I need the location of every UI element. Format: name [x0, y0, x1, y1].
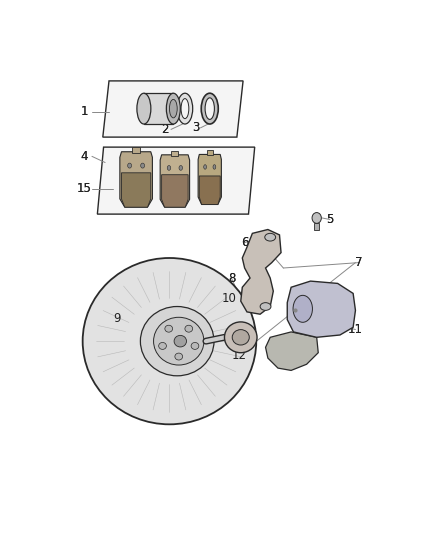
Text: 7: 7 [355, 256, 362, 269]
Ellipse shape [205, 98, 214, 119]
Text: 3: 3 [192, 122, 199, 134]
Ellipse shape [141, 306, 214, 376]
Polygon shape [199, 176, 220, 205]
Text: 3: 3 [192, 122, 199, 134]
Text: 11: 11 [348, 323, 363, 336]
Text: 15: 15 [77, 182, 92, 195]
Text: 5: 5 [326, 213, 334, 226]
Ellipse shape [204, 165, 206, 169]
Ellipse shape [260, 303, 271, 310]
Polygon shape [120, 152, 152, 207]
Text: 8: 8 [228, 271, 235, 285]
Text: 12: 12 [232, 349, 247, 361]
Text: 1: 1 [81, 105, 88, 118]
Ellipse shape [165, 325, 173, 332]
Polygon shape [198, 155, 221, 205]
Text: 2: 2 [161, 123, 169, 136]
Polygon shape [121, 173, 151, 207]
Text: 10: 10 [222, 292, 237, 305]
Text: 8: 8 [228, 271, 235, 285]
Ellipse shape [232, 329, 249, 345]
Ellipse shape [224, 322, 257, 353]
Text: 2: 2 [161, 123, 169, 136]
Text: 6: 6 [241, 236, 248, 249]
Ellipse shape [191, 343, 199, 350]
Ellipse shape [181, 99, 189, 119]
Text: 9: 9 [113, 312, 120, 325]
Ellipse shape [312, 213, 321, 223]
Ellipse shape [154, 317, 204, 365]
Polygon shape [265, 332, 318, 370]
Ellipse shape [213, 165, 216, 169]
Ellipse shape [137, 93, 151, 124]
Ellipse shape [159, 343, 166, 350]
Polygon shape [162, 175, 188, 207]
Bar [144, 93, 173, 124]
Ellipse shape [293, 295, 312, 322]
Text: 7: 7 [355, 256, 362, 269]
Ellipse shape [185, 325, 193, 332]
Bar [314, 223, 319, 230]
Text: 10: 10 [222, 292, 237, 305]
Ellipse shape [170, 99, 177, 118]
Ellipse shape [167, 166, 171, 170]
Text: 9: 9 [113, 312, 120, 325]
Polygon shape [241, 230, 281, 314]
Text: 12: 12 [232, 349, 247, 361]
Text: 11: 11 [348, 323, 363, 336]
Ellipse shape [141, 163, 145, 168]
Ellipse shape [127, 163, 131, 168]
Ellipse shape [179, 166, 183, 170]
Ellipse shape [265, 233, 276, 241]
Text: 6: 6 [241, 236, 248, 249]
Text: 5: 5 [326, 213, 334, 226]
Polygon shape [97, 147, 255, 214]
Text: 1: 1 [81, 105, 88, 118]
Text: 4: 4 [81, 150, 88, 163]
Bar [171, 151, 178, 156]
Ellipse shape [177, 93, 193, 124]
Ellipse shape [175, 353, 183, 360]
Polygon shape [160, 155, 190, 207]
Bar [132, 147, 140, 153]
Text: 15: 15 [77, 182, 92, 195]
Polygon shape [103, 81, 243, 137]
Text: 4: 4 [81, 150, 88, 163]
Polygon shape [287, 281, 356, 337]
Ellipse shape [166, 93, 180, 124]
Ellipse shape [201, 93, 218, 124]
Bar [207, 150, 212, 156]
Ellipse shape [83, 258, 256, 424]
Ellipse shape [174, 335, 187, 347]
